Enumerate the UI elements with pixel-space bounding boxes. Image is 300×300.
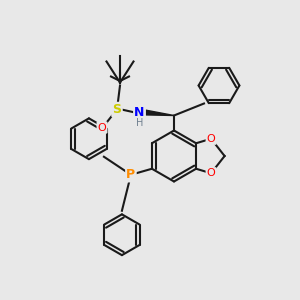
- Text: O: O: [207, 134, 215, 144]
- Text: N: N: [134, 106, 145, 119]
- Text: O: O: [207, 168, 215, 178]
- Text: S: S: [112, 103, 122, 116]
- Polygon shape: [146, 110, 174, 116]
- Text: P: P: [126, 168, 136, 181]
- Text: O: O: [98, 122, 106, 133]
- Text: H: H: [136, 118, 143, 128]
